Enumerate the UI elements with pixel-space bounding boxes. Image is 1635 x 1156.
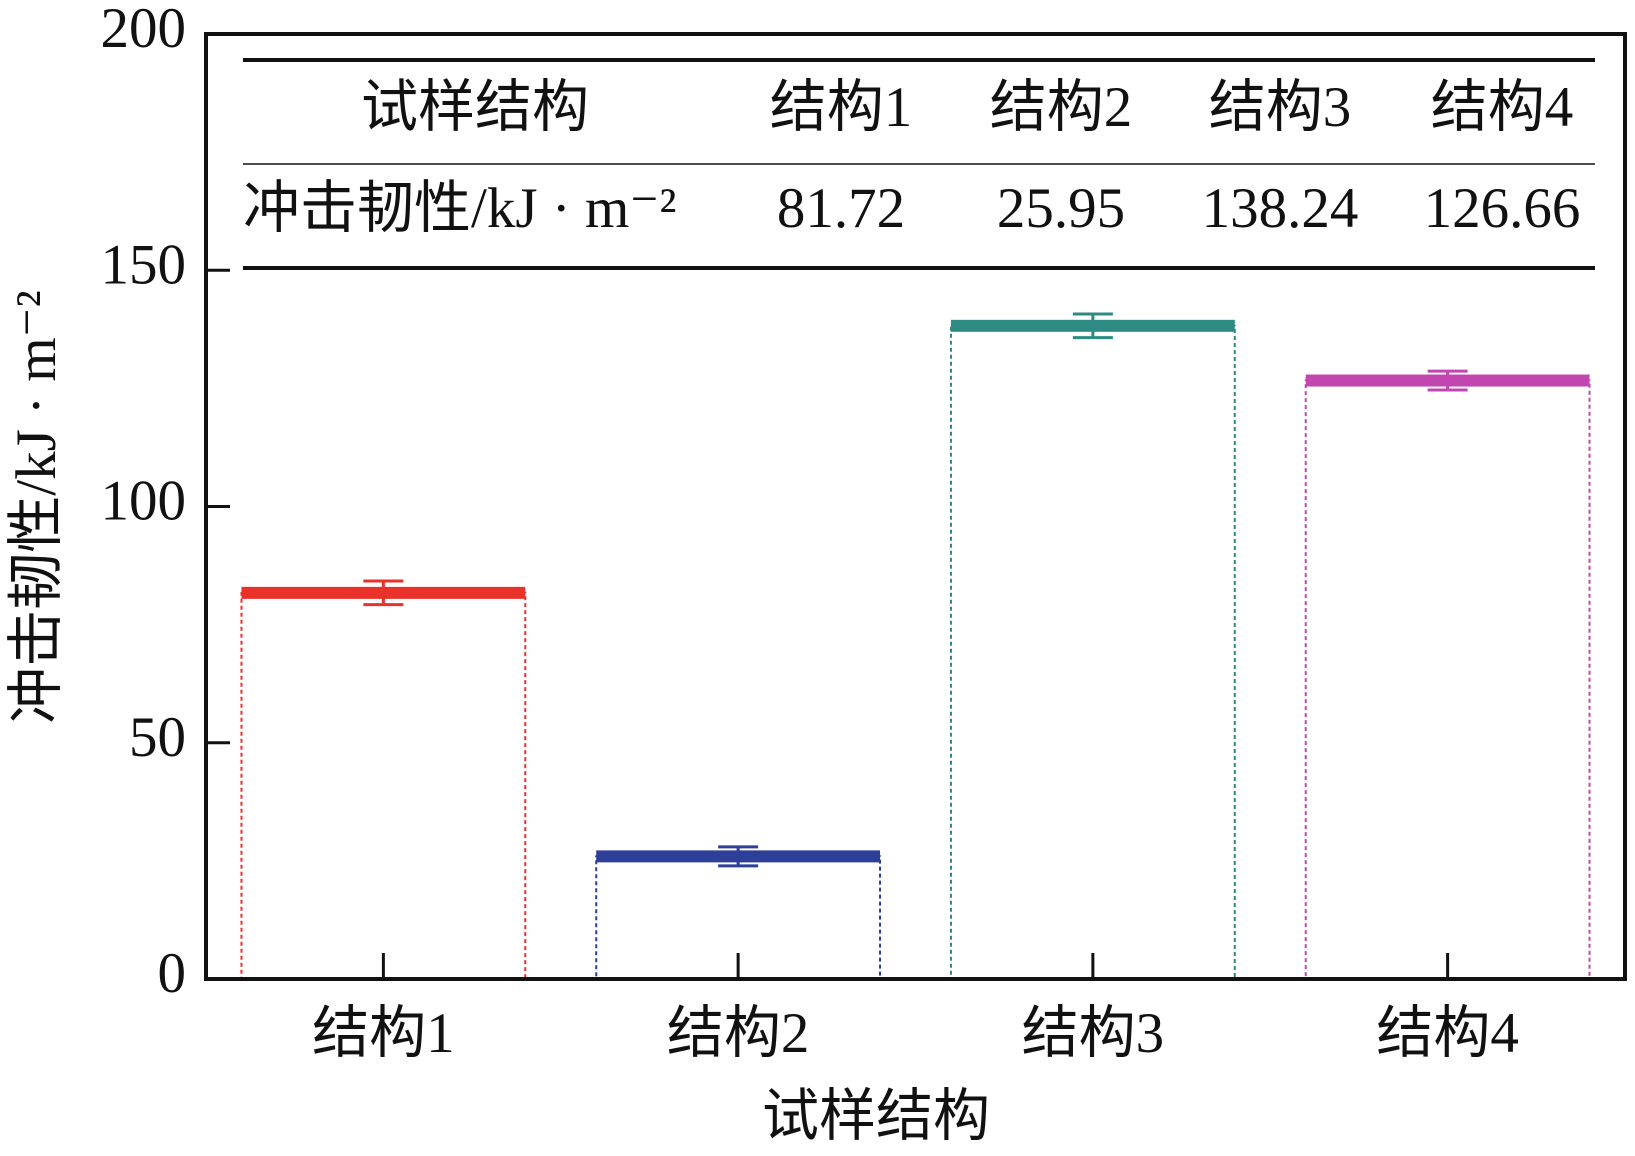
error-bar [1072,312,1113,340]
table-value: 25.95 [997,177,1125,240]
x-axis-title: 试样结构 [762,1085,990,1148]
bar [949,324,1236,981]
y-tick-label: 50 [129,706,186,769]
table-column-header: 结构3 [1209,76,1352,139]
table-value: 138.24 [1202,177,1359,240]
table-row-label: 冲击韧性/kJ · m⁻² [243,177,677,240]
plot-frame [204,32,1627,981]
bar [240,591,527,980]
x-tick-label: 结构4 [1376,1002,1519,1065]
x-tick-label: 结构3 [1022,1002,1165,1065]
x-tick-label: 结构2 [667,1002,810,1065]
table-column-header: 结构4 [1431,76,1574,139]
table-value: 81.72 [777,177,905,240]
table-column-header: 结构1 [770,76,913,139]
error-bar [718,845,759,868]
table-header: 试样结构 [361,76,589,139]
x-tick-label: 结构1 [312,1002,455,1065]
table-value: 126.66 [1424,177,1581,240]
error-bar [363,579,404,607]
y-tick-label: 150 [101,233,187,296]
y-axis-title: 冲击韧性/kJ · m⁻² [5,290,68,724]
y-tick-label: 100 [101,470,187,533]
y-tick-label: 200 [101,0,187,60]
bar [1304,379,1591,980]
error-bar [1427,369,1468,392]
table-column-header: 结构2 [990,76,1133,139]
y-tick-label: 0 [158,942,187,1005]
